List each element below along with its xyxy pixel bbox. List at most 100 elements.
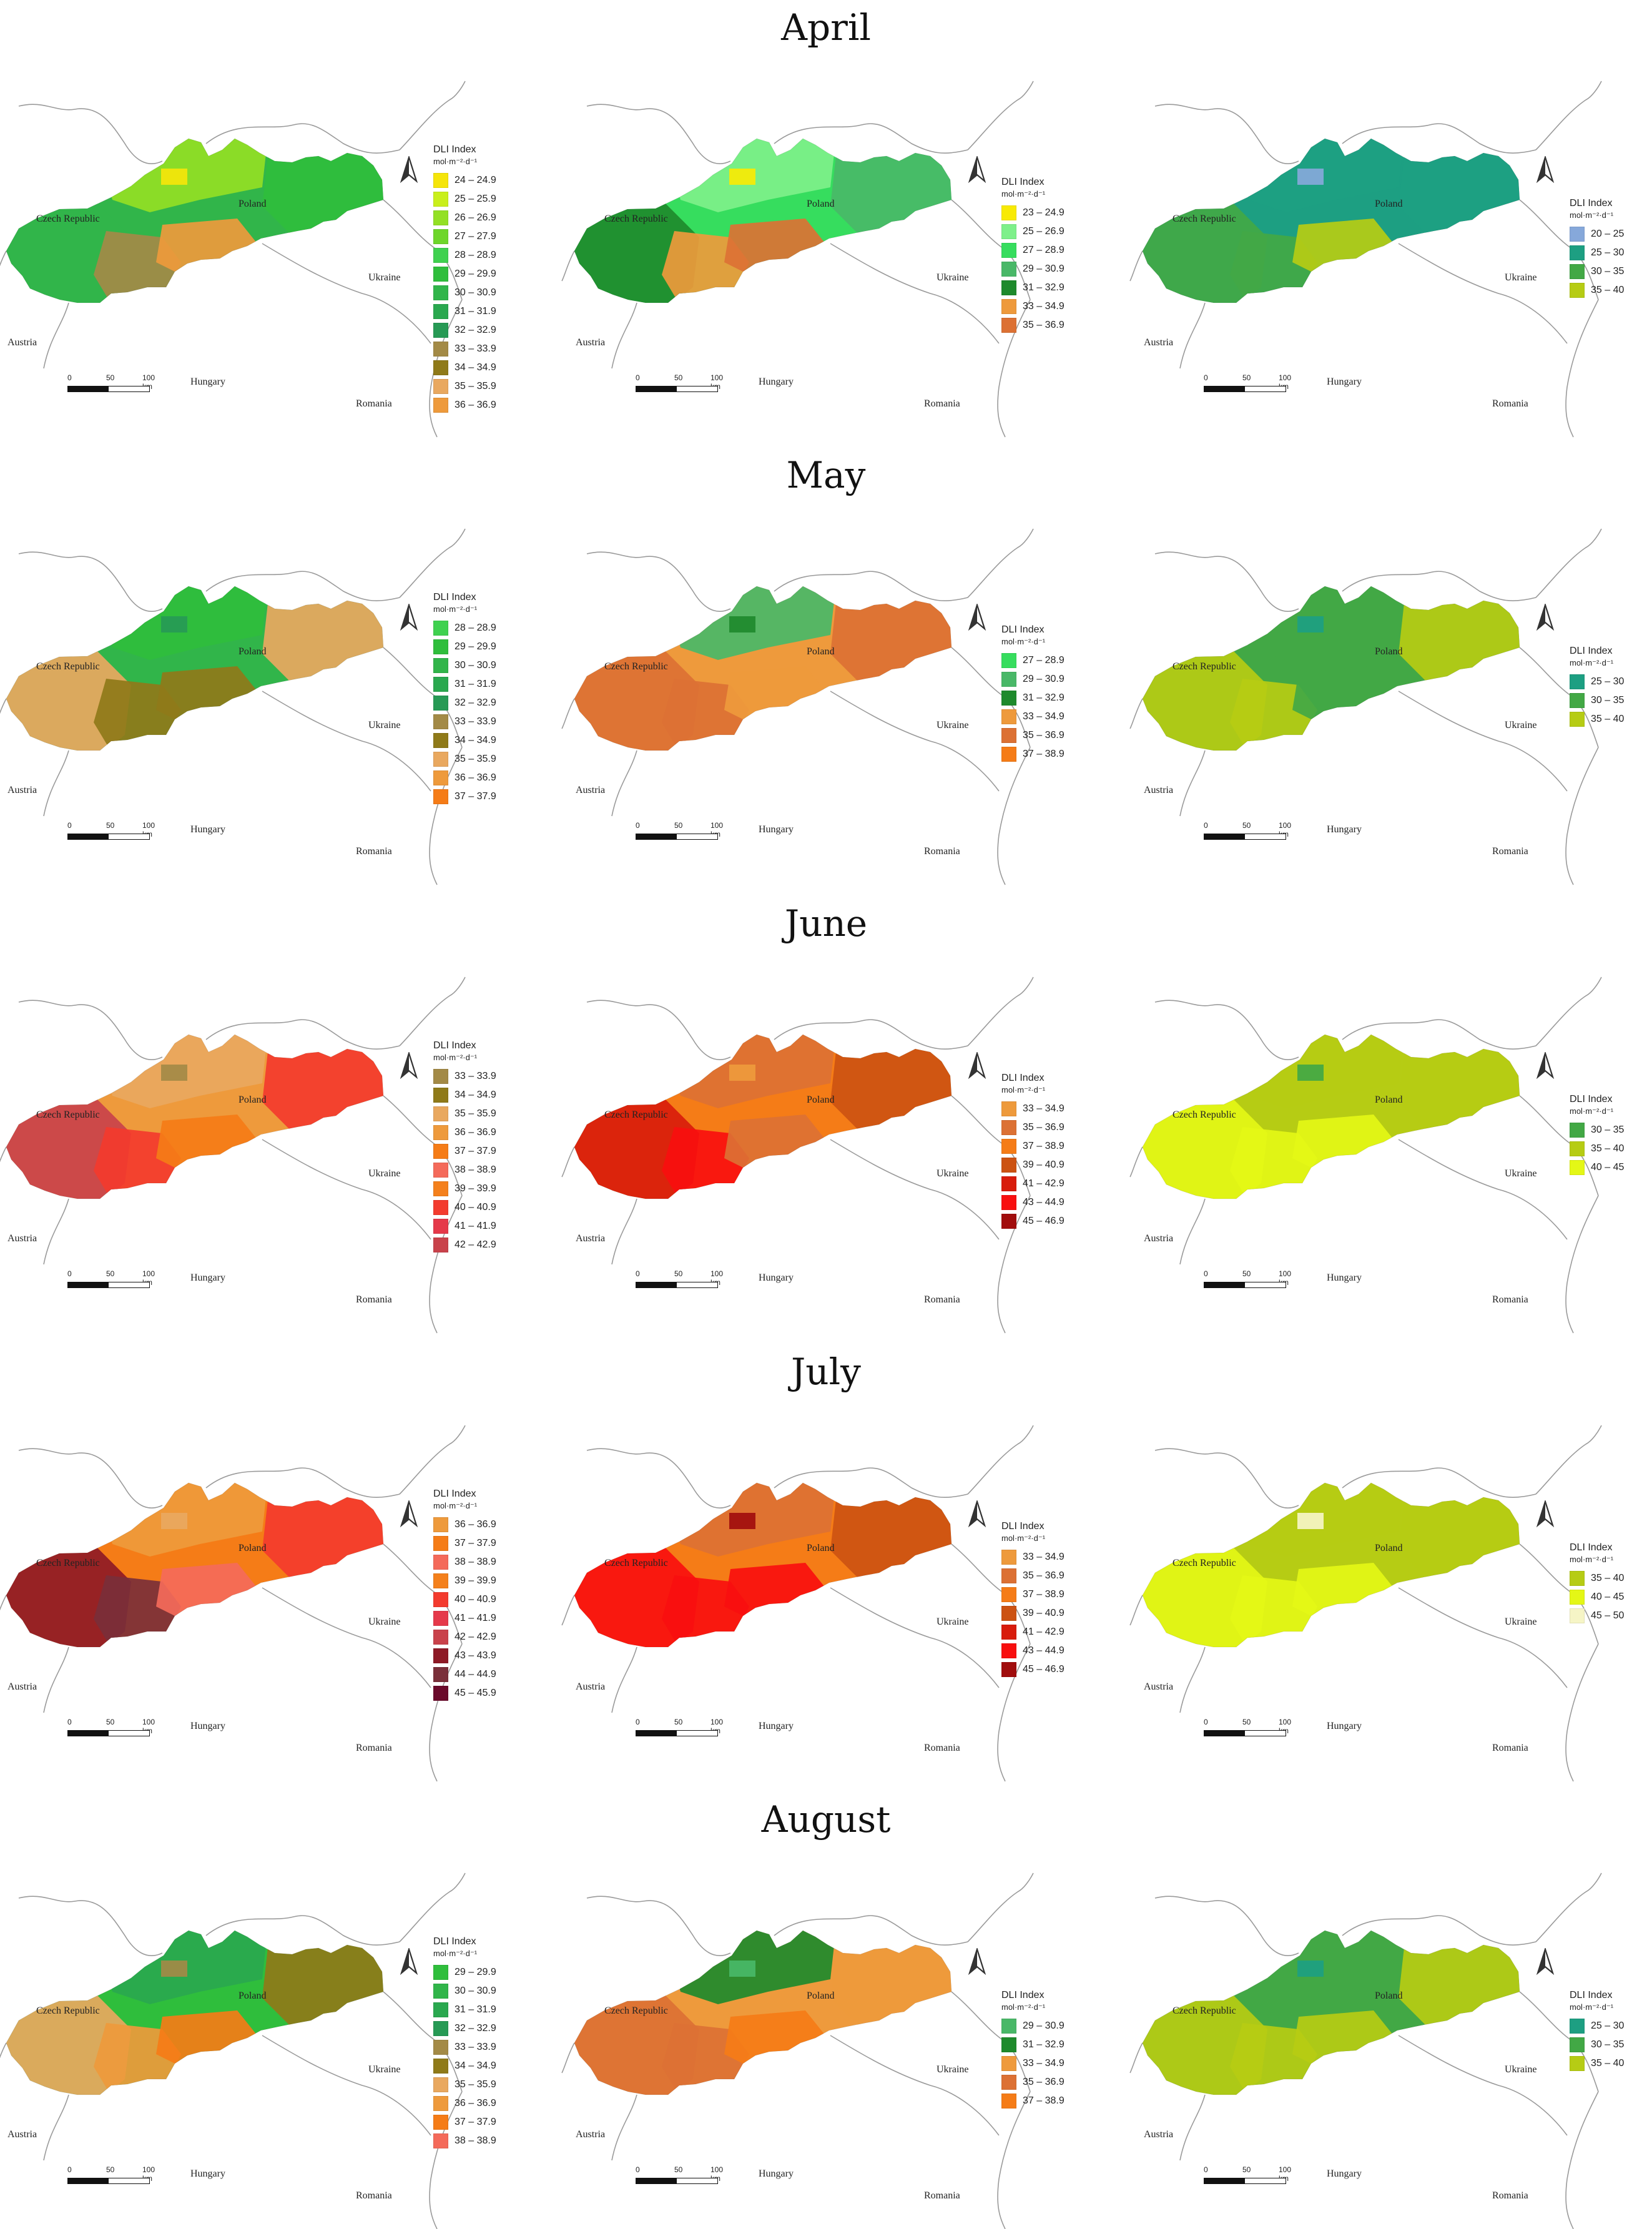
place-label-czech: Czech Republic: [36, 2005, 100, 2016]
legend-title: DLI Index: [1570, 1990, 1613, 2000]
legend-item: 45 – 45.9: [433, 1684, 496, 1703]
north-arrow-icon: [400, 155, 418, 184]
place-label-romania: Romania: [924, 398, 960, 409]
place-label-poland: Poland: [238, 1990, 267, 2001]
country-border-line: [774, 1915, 968, 1946]
legend-item: 30 – 35: [1570, 691, 1624, 710]
legend-item: 44 – 44.9: [433, 1665, 496, 1684]
place-label-austria: Austria: [7, 1681, 37, 1692]
country-border-line: [1154, 1896, 1299, 1956]
legend-swatch: [1001, 318, 1016, 333]
legend-label: 33 – 33.9: [455, 1071, 496, 1081]
legend-label: 37 – 37.9: [455, 791, 496, 802]
legend-label: 31 – 31.9: [455, 2004, 496, 2015]
country-border-line: [830, 1587, 1000, 1688]
legend-item: 45 – 50: [1570, 1607, 1624, 1625]
legend-unit: mol·m⁻²·d⁻¹: [1570, 1555, 1614, 1564]
country-border-line: [967, 977, 1034, 1046]
country-border-line: [830, 1139, 1000, 1240]
place-label-romania: Romania: [356, 2190, 392, 2201]
legend-swatch: [1570, 283, 1585, 298]
scale-bar-graphic: [636, 1730, 718, 1736]
legend-label: 39 – 39.9: [455, 1575, 496, 1586]
place-label-romania: Romania: [1492, 1294, 1528, 1305]
legend-label: 38 – 38.9: [455, 1557, 496, 1567]
map-panel: Poland Czech Republic Ukraine Austria Hungar…: [0, 75, 512, 438]
scale-label: 0: [1204, 1269, 1208, 1278]
legend-label: 25 – 30: [1591, 676, 1625, 687]
place-label-austria: Austria: [576, 337, 606, 348]
legend: DLI Index mol·m⁻²·d⁻¹ 24 – 24.9 25 – 25.9 26…: [433, 144, 496, 415]
legend-label: 43 – 43.9: [455, 1650, 496, 1661]
legend-label: 31 – 31.9: [455, 679, 496, 689]
legend-swatch: [1570, 2056, 1585, 2071]
scale-label: 50: [106, 1718, 115, 1726]
dli-region-east: [262, 1494, 383, 1582]
country-border-line: [1535, 1872, 1602, 1942]
country-border-line: [1535, 81, 1602, 150]
legend-label: 32 – 32.9: [455, 325, 496, 335]
slovakia-map: [1129, 977, 1602, 1334]
country-border-line: [1398, 2035, 1568, 2136]
scale-bar-graphic: [636, 1282, 718, 1288]
country-border-line: [18, 1000, 163, 1060]
legend-item: 31 – 31.9: [433, 675, 496, 694]
legend-swatch: [433, 1144, 448, 1159]
legend-title: DLI Index: [1570, 1094, 1613, 1105]
legend-swatch: [433, 1200, 448, 1215]
legend-label: 34 – 34.9: [455, 362, 496, 373]
dli-region-south: [724, 1563, 830, 1619]
dli-region-south: [156, 2010, 262, 2067]
legend-item: 29 – 29.9: [433, 637, 496, 656]
scale-bar-graphic: [67, 386, 150, 392]
country-border-line: [262, 2035, 431, 2136]
place-label-austria: Austria: [7, 1233, 37, 1244]
dli-region-south: [1292, 666, 1399, 722]
legend-item: 35 – 36.9: [1001, 726, 1064, 745]
legend-swatch: [1001, 1158, 1016, 1173]
slovakia-map: [561, 528, 1034, 885]
map-panel: Poland Czech Republic Ukraine Austria Hungar…: [1129, 75, 1648, 438]
legend-swatch: [1570, 227, 1585, 242]
legend-label: 36 – 36.9: [455, 2098, 496, 2108]
legend-label: 31 – 32.9: [1023, 2039, 1064, 2050]
legend-swatch: [433, 1630, 448, 1645]
legend-item: 28 – 28.9: [433, 246, 496, 265]
country-border-line: [205, 1915, 400, 1946]
legend-item: 38 – 38.9: [433, 2132, 496, 2150]
legend: DLI Index mol·m⁻²·d⁻¹ 36 – 36.9 37 – 37.9 38…: [433, 1488, 496, 1703]
country-border-line: [43, 1646, 69, 1713]
map-panel: Poland Czech Republic Ukraine Austria Hungar…: [561, 523, 1080, 885]
legend-label: 35 – 40: [1591, 1143, 1625, 1154]
country-border-line: [967, 528, 1034, 598]
legend-unit: mol·m⁻²·d⁻¹: [433, 1949, 478, 1958]
scale-bar-graphic: [636, 386, 718, 392]
country-outline: [6, 1034, 384, 1199]
legend-item: 33 – 33.9: [433, 712, 496, 731]
legend-item: 35 – 35.9: [433, 750, 496, 769]
dli-region-east: [262, 1942, 383, 2029]
place-label-poland: Poland: [807, 646, 835, 657]
country-border-line: [205, 1019, 400, 1050]
legend-swatch: [433, 733, 448, 748]
dli-region-peak: [1297, 169, 1324, 185]
legend-label: 27 – 28.9: [1023, 655, 1064, 666]
legend-swatch: [1570, 1590, 1585, 1605]
legend-swatch: [433, 714, 448, 729]
dli-region-peak: [729, 1961, 755, 1977]
dli-region-west: [6, 200, 131, 303]
scale-label: 0: [1204, 1718, 1208, 1726]
legend-label: 45 – 46.9: [1023, 1216, 1064, 1226]
legend-swatch: [433, 752, 448, 767]
dli-region-peak: [729, 616, 755, 632]
legend-label: 31 – 32.9: [1023, 692, 1064, 703]
legend-swatch: [433, 1648, 448, 1663]
legend-swatch: [433, 2115, 448, 2130]
country-border-line: [18, 104, 163, 164]
place-label-hungary: Hungary: [759, 824, 794, 835]
legend-item: 43 – 44.9: [1001, 1641, 1064, 1660]
map-panel: Poland Czech Republic Ukraine Austria Hungar…: [1129, 971, 1648, 1334]
legend-swatch: [433, 677, 448, 692]
dli-region-west: [1143, 1544, 1267, 1647]
month-title: April: [781, 6, 871, 49]
